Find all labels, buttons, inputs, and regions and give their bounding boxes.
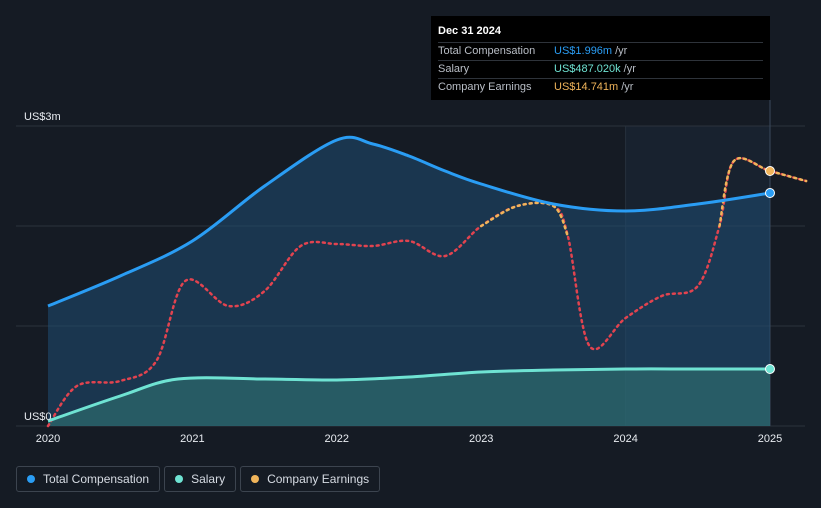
tooltip-row-total-compensation: Total Compensation US$1.996m /yr xyxy=(438,43,763,61)
legend-label: Company Earnings xyxy=(267,472,370,486)
chart-legend: Total Compensation Salary Company Earnin… xyxy=(16,466,384,492)
tooltip-unit: /yr xyxy=(623,63,636,75)
y-tick-label: US$3m xyxy=(24,111,61,123)
legend-dot-icon xyxy=(175,475,184,483)
y-tick-label: US$0 xyxy=(24,411,52,423)
tooltip-value: US$487.020k xyxy=(554,63,621,75)
company-earnings-line xyxy=(46,156,808,428)
tooltip-row-salary: Salary US$487.020k /yr xyxy=(438,61,763,79)
x-tick-label: 2025 xyxy=(758,433,782,445)
company-earnings-line-highlight xyxy=(479,201,570,238)
total-compensation-line xyxy=(47,135,771,308)
salary-marker[interactable] xyxy=(765,364,775,374)
tooltip-value: US$14.741m xyxy=(554,81,619,93)
salary-area xyxy=(48,368,770,426)
company-earnings-line-highlight xyxy=(718,156,808,228)
tooltip-date: Dec 31 2024 xyxy=(438,24,763,43)
series-lines xyxy=(46,135,808,428)
hover-tooltip: Dec 31 2024 Total Compensation US$1.996m… xyxy=(431,16,770,100)
tooltip-value: US$1.996m xyxy=(554,45,613,57)
legend-item-salary[interactable]: Salary xyxy=(164,466,237,492)
x-tick-label: 2024 xyxy=(613,433,637,445)
series-end-markers xyxy=(765,166,775,374)
axis-labels: US$3m US$0 2020 2021 2022 2023 2024 2025 xyxy=(24,111,782,445)
company-earnings-marker[interactable] xyxy=(765,166,775,176)
tooltip-row-company-earnings: Company Earnings US$14.741m /yr xyxy=(438,79,763,96)
x-tick-label: 2021 xyxy=(180,433,204,445)
legend-item-total-compensation[interactable]: Total Compensation xyxy=(16,466,161,492)
legend-item-company-earnings[interactable]: Company Earnings xyxy=(240,466,381,492)
legend-label: Total Compensation xyxy=(43,472,150,486)
legend-label: Salary xyxy=(191,472,226,486)
tooltip-label: Salary xyxy=(438,63,470,75)
tooltip-label: Company Earnings xyxy=(438,81,532,93)
tooltip-label: Total Compensation xyxy=(438,45,536,57)
tooltip-unit: /yr xyxy=(615,45,628,57)
x-tick-label: 2020 xyxy=(36,433,60,445)
salary-line xyxy=(47,367,770,423)
x-tick-label: 2023 xyxy=(469,433,493,445)
tooltip-unit: /yr xyxy=(621,81,634,93)
total-compensation-marker[interactable] xyxy=(765,188,775,198)
legend-dot-icon xyxy=(251,475,260,483)
legend-dot-icon xyxy=(27,475,35,483)
x-tick-label: 2022 xyxy=(325,433,349,445)
